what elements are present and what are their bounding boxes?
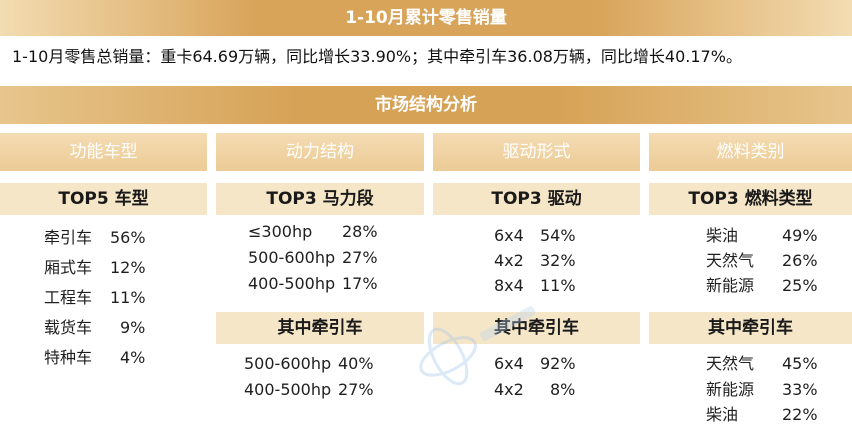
list-item: 天然气 45% <box>706 354 818 373</box>
title-banner: 1-10月累计零售销量 <box>0 0 852 36</box>
list-item: 8x4 11% <box>494 276 576 295</box>
tractor-subset-title: 其中牵引车 <box>649 312 852 344</box>
column-header-power: 动力结构 <box>216 133 424 171</box>
list-item: 400-500hp 27% <box>244 380 374 399</box>
column-header-fuel: 燃料类别 <box>649 133 852 171</box>
list-item: 天然气 26% <box>706 251 818 270</box>
list-item: 6x4 54% <box>494 226 576 245</box>
list-item: 牵引车 56% <box>44 228 146 247</box>
list-item: 新能源 33% <box>706 380 818 399</box>
top5-vehicle-type-title: TOP5 车型 <box>0 183 207 215</box>
list-item: 6x4 92% <box>494 354 576 373</box>
tractor-subset-title: 其中牵引车 <box>216 312 424 344</box>
list-item: 4x2 32% <box>494 251 576 270</box>
column-header-drive: 驱动形式 <box>433 133 640 171</box>
tractor-subset-title: 其中牵引车 <box>433 312 640 344</box>
section-title-banner: 市场结构分析 <box>0 86 852 124</box>
list-item: 载货车 9% <box>44 318 146 337</box>
list-item: 400-500hp 17% <box>248 274 378 293</box>
list-item: 特种车 4% <box>44 348 146 367</box>
sales-summary: 1-10月零售总销量：重卡64.69万辆，同比增长33.90%；其中牵引车36.… <box>12 47 742 66</box>
top3-horsepower-title: TOP3 马力段 <box>216 183 424 215</box>
list-item: 500-600hp 40% <box>244 354 374 373</box>
list-item: 厢式车 12% <box>44 258 146 277</box>
list-item: 500-600hp 27% <box>248 248 378 267</box>
list-item: ≤300hp 28% <box>248 222 378 241</box>
column-header-function: 功能车型 <box>0 133 207 171</box>
list-item: 4x2 8% <box>494 380 576 399</box>
list-item: 柴油 49% <box>706 226 818 245</box>
list-item: 柴油 22% <box>706 405 818 424</box>
top3-drive-title: TOP3 驱动 <box>433 183 640 215</box>
top3-fuel-title: TOP3 燃料类型 <box>649 183 852 215</box>
list-item: 新能源 25% <box>706 276 818 295</box>
list-item: 工程车 11% <box>44 288 146 307</box>
